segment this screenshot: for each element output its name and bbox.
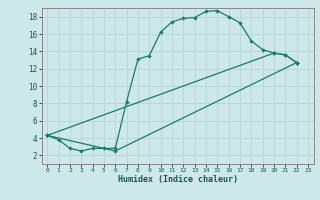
X-axis label: Humidex (Indice chaleur): Humidex (Indice chaleur) [118, 175, 237, 184]
